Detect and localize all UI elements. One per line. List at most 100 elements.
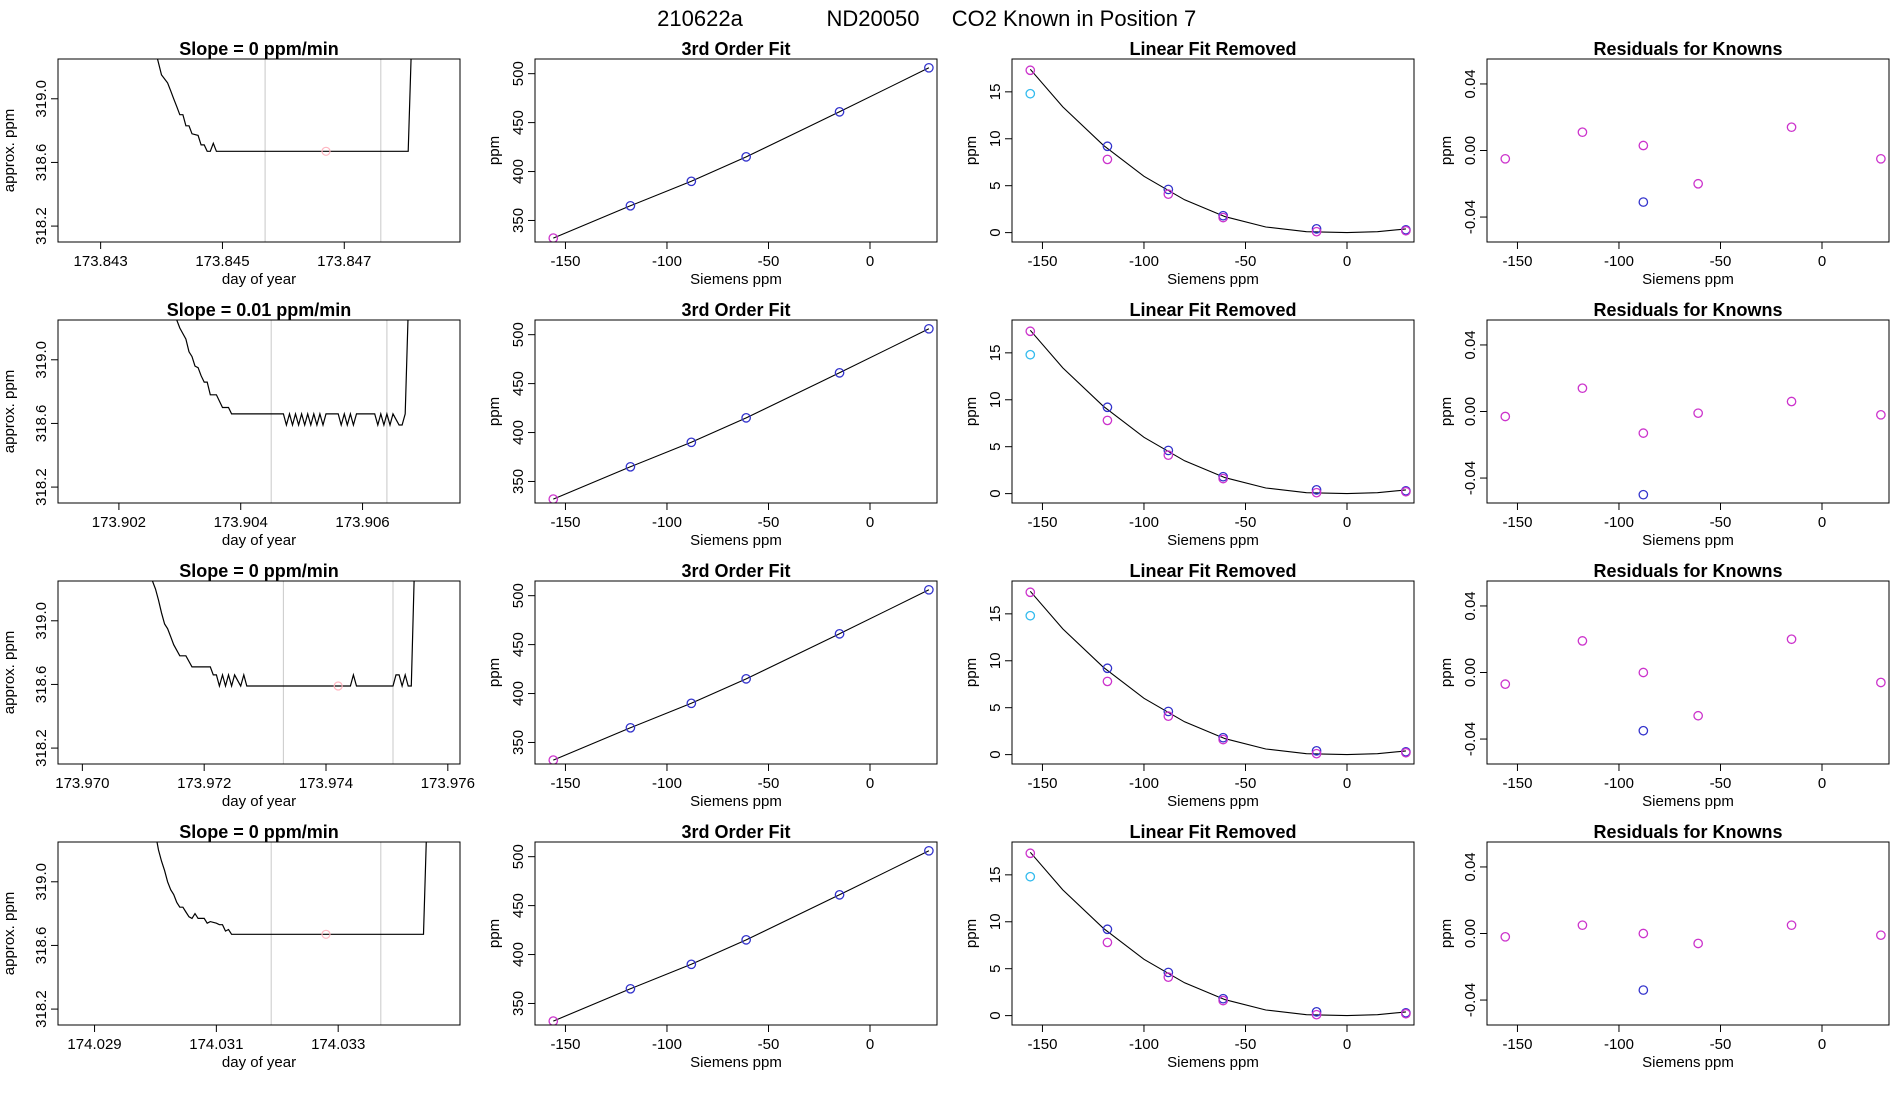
y-tick-label: 15 xyxy=(987,606,1004,623)
data-point xyxy=(1401,1008,1411,1019)
x-tick-label: 0 xyxy=(1818,514,1826,531)
y-tick-label: 0.00 xyxy=(1462,397,1479,426)
y-tick-label: 400 xyxy=(510,681,527,706)
panel-title: 3rd Order Fit xyxy=(681,561,790,581)
data-point xyxy=(924,323,934,334)
mean-marker xyxy=(333,681,343,691)
fit-curve xyxy=(553,850,930,1022)
x-tick-label: -100 xyxy=(652,775,682,792)
plot-frame xyxy=(57,319,461,504)
x-tick-label: -100 xyxy=(652,514,682,531)
x-tick-label: -100 xyxy=(1604,514,1634,531)
data-point xyxy=(1025,349,1036,360)
data-point xyxy=(548,1016,559,1025)
data-point xyxy=(1577,127,1588,138)
x-tick-label: -50 xyxy=(1235,253,1257,270)
x-tick-label: 0 xyxy=(866,1036,874,1053)
data-point xyxy=(1786,634,1797,645)
plot-frame xyxy=(1011,580,1415,765)
x-tick-label: 173.974 xyxy=(299,775,353,792)
x-tick-label: -50 xyxy=(758,1036,780,1053)
y-tick-label: 10 xyxy=(987,130,1004,147)
y-tick-label: 5 xyxy=(987,443,1004,451)
data-point xyxy=(1311,746,1322,756)
data-point xyxy=(1693,408,1704,419)
data-point xyxy=(1638,428,1649,438)
data-point xyxy=(686,698,697,709)
panel-linrem-4: Linear Fit Removed -150 -100 -50 0 0 5 10 15 Siem… xyxy=(963,822,1415,1071)
data-point xyxy=(1638,985,1649,995)
x-tick-label: -100 xyxy=(1129,1036,1159,1053)
x-tick-label: -150 xyxy=(550,1036,580,1053)
data-point xyxy=(1025,848,1036,859)
y-tick-label: 500 xyxy=(510,583,527,608)
x-tick-label: -50 xyxy=(1235,514,1257,531)
data-point xyxy=(1786,920,1797,931)
plot-area xyxy=(548,845,934,1025)
plot-area xyxy=(1025,326,1411,498)
data-point xyxy=(1786,122,1797,133)
x-tick-label: -50 xyxy=(758,514,780,531)
x-tick-label: -50 xyxy=(1710,1036,1732,1053)
series-line xyxy=(156,59,412,152)
x-tick-label: 0 xyxy=(866,775,874,792)
figure-title-instrument: ND20050 xyxy=(827,6,920,31)
x-tick-label: -100 xyxy=(1129,514,1159,531)
y-axis-label: approx. ppm xyxy=(1,109,18,192)
x-tick-label: -50 xyxy=(758,775,780,792)
data-point xyxy=(741,152,752,162)
y-tick-label: 0.00 xyxy=(1462,658,1479,687)
data-point xyxy=(1786,396,1797,407)
data-point xyxy=(1102,141,1113,152)
fit-curve xyxy=(1029,851,1406,1017)
plot-area xyxy=(1500,122,1886,207)
panel-resid-2: Residuals for Knowns -150 -100 -50 0 -0.04 0.0… xyxy=(1438,300,1890,549)
y-tick-label: 0 xyxy=(987,1011,1004,1019)
x-tick-label: 0 xyxy=(1818,775,1826,792)
data-point xyxy=(1577,383,1588,394)
y-tick-label: 10 xyxy=(987,391,1004,408)
y-tick-label: 0 xyxy=(987,489,1004,497)
x-tick-label: -50 xyxy=(1235,775,1257,792)
figure-title: 210622a ND20050 CO2 Known in Position 7 xyxy=(657,6,1196,31)
data-point xyxy=(1311,487,1322,498)
data-point xyxy=(1163,445,1174,456)
data-point xyxy=(1102,402,1113,413)
plot-frame xyxy=(1011,841,1415,1026)
plot-frame xyxy=(1486,319,1890,504)
y-tick-label: 0 xyxy=(987,228,1004,236)
plot-area xyxy=(1025,587,1411,759)
data-point xyxy=(1577,920,1588,931)
x-axis-label: Siemens ppm xyxy=(1642,793,1734,810)
series-line xyxy=(151,581,415,689)
data-point xyxy=(1218,212,1229,223)
x-tick-label: -150 xyxy=(1027,253,1057,270)
y-tick-label: 400 xyxy=(510,942,527,967)
data-point xyxy=(1693,178,1704,189)
plot-area xyxy=(1500,383,1886,500)
data-point xyxy=(1163,189,1174,199)
plot-frame xyxy=(534,841,938,1026)
x-tick-label: -150 xyxy=(1502,1036,1532,1053)
plot-area xyxy=(156,842,427,1025)
y-tick-label: 5 xyxy=(987,704,1004,712)
data-point xyxy=(1163,450,1174,460)
data-point xyxy=(1025,65,1036,76)
y-tick-label: 318.2 xyxy=(33,207,50,245)
y-tick-label: 0.04 xyxy=(1462,69,1479,98)
x-tick-label: 174.033 xyxy=(311,1036,365,1053)
y-tick-label: 350 xyxy=(510,991,527,1016)
fit-curve xyxy=(553,589,930,761)
data-point xyxy=(625,200,636,211)
data-point xyxy=(548,755,559,764)
data-point xyxy=(1500,931,1511,942)
panel-title: Linear Fit Removed xyxy=(1129,561,1296,581)
y-tick-label: 318.2 xyxy=(33,990,50,1028)
x-axis-label: Siemens ppm xyxy=(1167,1054,1259,1071)
data-point xyxy=(625,461,636,472)
x-tick-label: -150 xyxy=(1502,253,1532,270)
data-point xyxy=(1876,930,1886,941)
y-axis-label: ppm xyxy=(963,397,980,426)
y-tick-label: 318.6 xyxy=(33,927,50,965)
x-axis-label: Siemens ppm xyxy=(690,271,782,288)
